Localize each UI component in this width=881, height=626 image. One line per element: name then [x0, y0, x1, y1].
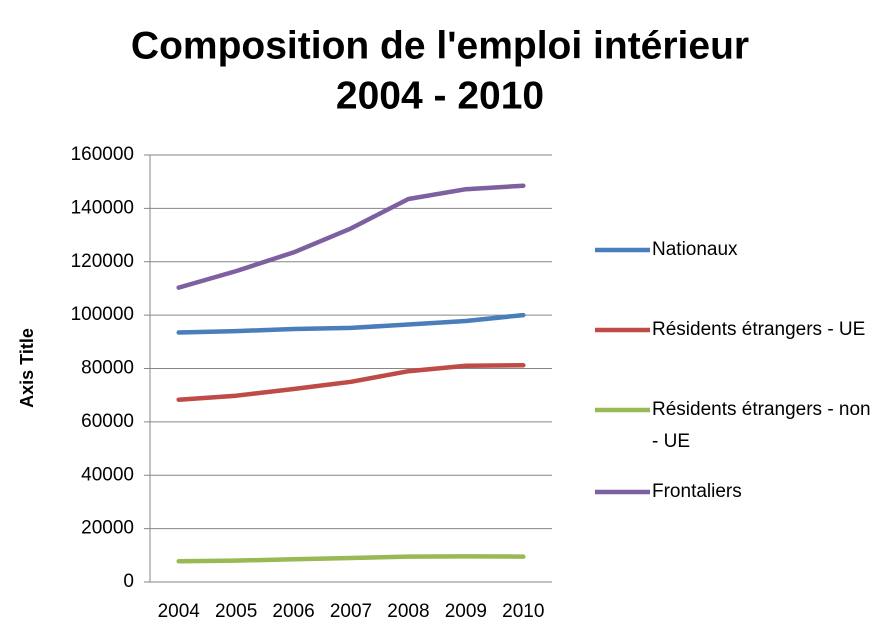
x-tick-label: 2006 [272, 601, 314, 622]
chart-title: Composition de l'emploi intérieur [131, 24, 749, 67]
legend-label: Résidents étrangers - non - UE [652, 399, 871, 452]
x-tick-label: 2008 [387, 601, 429, 622]
x-tick-label: 2009 [445, 601, 487, 622]
y-axis-title: Axis Title [17, 328, 37, 408]
series-line [176, 554, 526, 564]
legend-label: Frontaliers [652, 481, 742, 502]
y-tick-label: 60000 [81, 411, 134, 432]
x-tick-label: 2010 [502, 601, 544, 622]
x-tick-label: 2007 [330, 601, 372, 622]
legend-label: Résidents étrangers - UE [652, 319, 866, 340]
y-tick-label: 140000 [71, 197, 134, 218]
y-tick-label: 160000 [71, 144, 134, 165]
y-tick-label: 80000 [81, 358, 134, 379]
chart-title: 2004 - 2010 [336, 74, 544, 117]
legend-label: Nationaux [652, 239, 738, 260]
y-tick-label: 40000 [81, 464, 134, 485]
series-line [176, 183, 526, 290]
y-tick-label: 20000 [81, 518, 134, 539]
y-tick-label: 100000 [71, 304, 134, 325]
y-tick-label: 120000 [71, 251, 134, 272]
series-line [176, 312, 526, 335]
series-line [176, 363, 526, 402]
x-tick-label: 2005 [215, 601, 257, 622]
x-tick-label: 2004 [158, 601, 201, 622]
y-tick-label: 0 [123, 571, 134, 592]
